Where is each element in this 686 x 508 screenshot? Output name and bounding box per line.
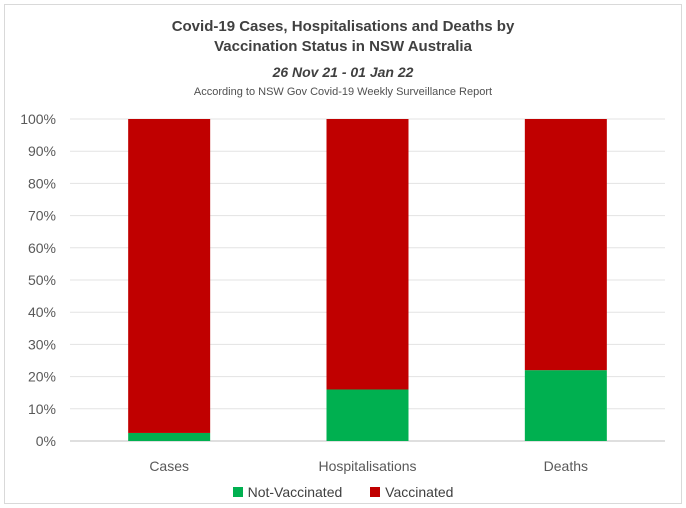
y-tick-label: 80%: [28, 175, 56, 191]
y-tick-label: 0%: [36, 433, 56, 449]
y-tick-label: 40%: [28, 304, 56, 320]
x-tick-label: Cases: [149, 458, 189, 474]
legend-swatch-vaccinated: [370, 487, 381, 497]
legend-item-vaccinated: Vaccinated: [370, 484, 453, 500]
legend-label-not-vaccinated: Not-Vaccinated: [247, 484, 343, 500]
chart-source-note: According to NSW Gov Covid-19 Weekly Sur…: [193, 86, 493, 98]
bar-vaccinated-cases: [128, 119, 211, 433]
y-tick-label: 50%: [28, 272, 56, 288]
y-tick-label: 70%: [28, 208, 56, 224]
x-tick-label: Hospitalisations: [318, 458, 416, 474]
legend-label-vaccinated: Vaccinated: [385, 484, 454, 500]
legend-item-not-vaccinated: Not-Vaccinated: [232, 484, 343, 500]
bar-not-vaccinated-hospitalisations: [326, 389, 409, 441]
bar-vaccinated-hospitalisations: [326, 119, 409, 390]
bar-vaccinated-deaths: [524, 119, 607, 371]
chart-title-line2: Vaccination Status in NSW Australia: [214, 38, 472, 55]
y-tick-label: 60%: [28, 240, 56, 256]
y-tick-label: 20%: [28, 369, 56, 385]
y-tick-label: 10%: [28, 401, 56, 417]
bar-not-vaccinated-deaths: [524, 370, 607, 441]
chart-title: Covid-19 Cases, Hospitalisations and Dea…: [171, 18, 515, 35]
chart-subtitle: 26 Nov 21 - 01 Jan 22: [272, 64, 414, 80]
y-tick-label: 100%: [20, 111, 56, 127]
bar-not-vaccinated-cases: [128, 432, 211, 441]
legend-swatch-not-vaccinated: [232, 487, 243, 497]
y-tick-label: 90%: [28, 143, 56, 159]
legend: Not-Vaccinated Vaccinated: [0, 484, 686, 500]
y-tick-label: 30%: [28, 336, 56, 352]
x-tick-label: Deaths: [544, 458, 588, 474]
